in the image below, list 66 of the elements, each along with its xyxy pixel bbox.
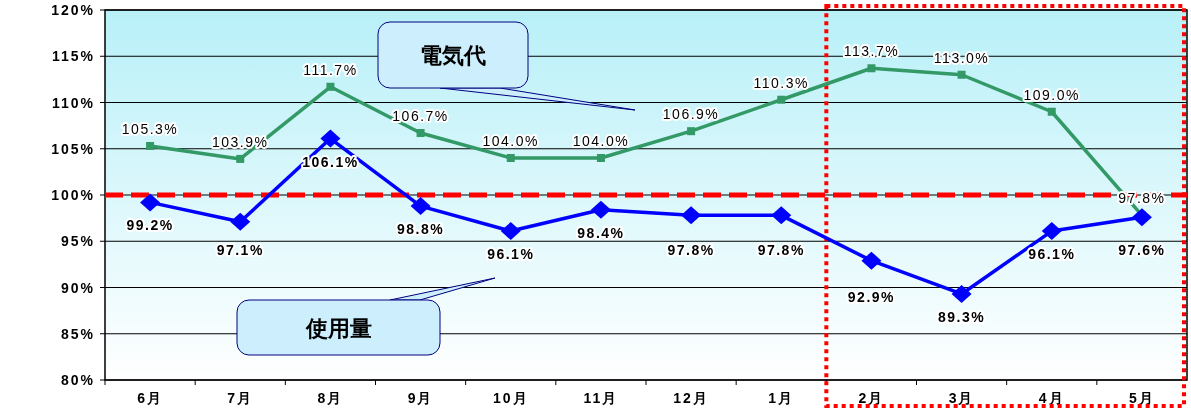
data-label: 92.9% <box>847 288 896 305</box>
point <box>861 251 882 270</box>
point <box>326 82 335 91</box>
point <box>416 129 425 138</box>
x-tick-label: 1月 <box>768 390 795 406</box>
point <box>1131 208 1152 227</box>
data-label: 111.7% <box>303 61 358 78</box>
y-tick-label: 110% <box>51 94 95 111</box>
data-label: 96.1% <box>487 246 535 263</box>
data-label: 106.7% <box>392 108 449 125</box>
data-label: 105.3% <box>121 120 179 137</box>
x-tick-label: 12月 <box>673 390 709 406</box>
y-tick-label: 85% <box>60 325 95 342</box>
point <box>681 206 702 225</box>
x-tick-label: 6月 <box>137 390 163 406</box>
data-label: 98.8% <box>396 221 445 238</box>
point <box>146 141 155 150</box>
point <box>687 127 696 136</box>
data-label: 113.7% <box>843 43 900 60</box>
point <box>140 193 161 212</box>
point <box>590 200 611 219</box>
point <box>506 154 515 162</box>
point <box>596 154 605 162</box>
data-label: 96.1% <box>1028 246 1076 263</box>
y-tick-label: 90% <box>60 279 95 296</box>
point <box>777 95 786 104</box>
text: 使用量 <box>304 315 372 341</box>
data-label: 104.0% <box>482 133 539 149</box>
point <box>500 222 521 241</box>
text: 電気代 <box>420 43 486 68</box>
point <box>236 154 245 163</box>
data-label: 106.9% <box>662 106 720 123</box>
y-tick-label: 105% <box>51 140 95 157</box>
y-tick-label: 120% <box>51 2 95 18</box>
x-tick-label: 8月 <box>317 390 344 406</box>
data-label: 98.4% <box>577 224 625 241</box>
point <box>957 70 966 79</box>
point <box>320 129 341 148</box>
data-label: 109.0% <box>1023 86 1080 103</box>
point <box>230 212 251 231</box>
x-tick-label: 4月 <box>1038 390 1065 406</box>
data-label: 97.8% <box>667 242 715 259</box>
x-tick-label: 9月 <box>407 390 434 406</box>
y-tick-label: 80% <box>60 372 95 388</box>
point <box>951 284 972 303</box>
y-tick-label: 100% <box>51 187 95 203</box>
y-tick-label: 95% <box>60 233 95 250</box>
y-tick-label: 115% <box>51 48 95 65</box>
x-tick-label: 7月 <box>227 390 254 406</box>
data-label: 99.2% <box>126 217 174 234</box>
data-label: 104.0% <box>572 133 630 149</box>
x-tick-label: 3月 <box>948 390 975 406</box>
point <box>867 64 876 73</box>
x-tick-label: 10月 <box>492 390 529 406</box>
data-label: 110.3% <box>753 74 809 91</box>
data-label: 97.6% <box>1118 242 1166 259</box>
data-label: 89.3% <box>937 308 986 325</box>
x-tick-label: 2月 <box>858 390 885 406</box>
x-tick-label: 5月 <box>1129 390 1155 406</box>
point <box>771 206 792 225</box>
point <box>1047 107 1056 116</box>
x-tick-label: 11月 <box>583 390 619 406</box>
data-label: 97.8% <box>757 242 805 259</box>
point <box>410 197 431 216</box>
data-label: 97.1% <box>216 242 264 259</box>
point <box>1041 222 1062 241</box>
